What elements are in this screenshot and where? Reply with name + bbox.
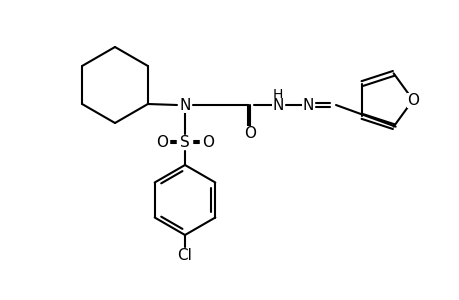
Text: N: N [302, 98, 313, 112]
Text: O: O [243, 125, 256, 140]
Text: S: S [180, 134, 190, 149]
Text: N: N [179, 98, 190, 112]
Text: O: O [202, 134, 213, 149]
Text: Cl: Cl [177, 248, 192, 262]
Text: O: O [156, 134, 168, 149]
Text: O: O [406, 92, 418, 107]
Text: N: N [272, 98, 283, 112]
Text: H: H [272, 88, 283, 102]
